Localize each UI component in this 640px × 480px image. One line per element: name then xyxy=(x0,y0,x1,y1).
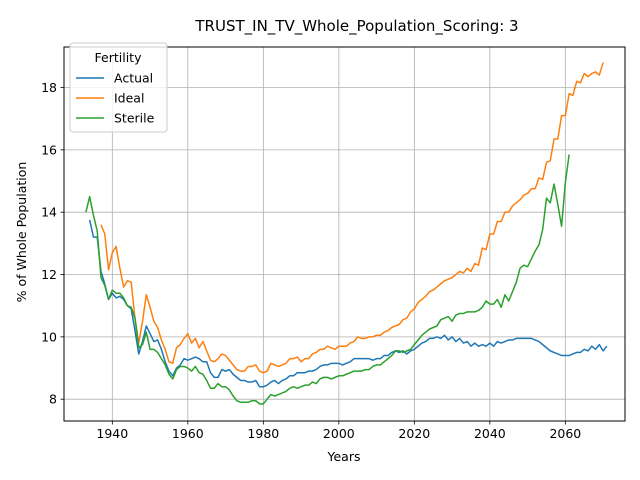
legend-label-sterile: Sterile xyxy=(114,111,155,126)
x-tick-label: 2060 xyxy=(549,426,581,441)
legend: Fertility Actual Ideal Sterile xyxy=(69,42,168,133)
grid-lines xyxy=(64,47,625,421)
y-tick-label: 10 xyxy=(41,329,57,344)
series-lines xyxy=(85,62,608,405)
x-axis-title: Years xyxy=(327,449,361,464)
x-tick-label: 2000 xyxy=(323,426,355,441)
x-axis-ticks: 1940 1960 1980 2000 2020 2040 2060 xyxy=(96,421,581,441)
x-tick-label: 1980 xyxy=(247,426,279,441)
x-tick-label: 2040 xyxy=(474,426,506,441)
x-tick-label: 1940 xyxy=(96,426,128,441)
legend-label-actual: Actual xyxy=(114,71,153,86)
plot-frame xyxy=(63,46,626,422)
y-axis-ticks: 8 10 12 14 16 18 xyxy=(41,80,64,407)
y-tick-label: 8 xyxy=(49,392,57,407)
legend-entries: Actual Ideal Sterile xyxy=(76,71,155,126)
legend-title: Fertility xyxy=(95,50,143,65)
y-tick-label: 16 xyxy=(41,142,57,157)
y-tick-label: 18 xyxy=(41,80,57,95)
y-tick-label: 12 xyxy=(41,267,57,282)
x-tick-label: 1960 xyxy=(172,426,204,441)
legend-box xyxy=(69,42,168,133)
series-line-sterile xyxy=(85,154,570,405)
y-axis-title: % of Whole Population xyxy=(14,162,29,303)
x-tick-label: 2020 xyxy=(398,426,430,441)
series-line-ideal xyxy=(100,62,604,374)
legend-label-ideal: Ideal xyxy=(114,91,144,106)
chart-title: TRUST_IN_TV_Whole_Population_Scoring: 3 xyxy=(194,17,518,36)
y-tick-label: 14 xyxy=(41,205,57,220)
